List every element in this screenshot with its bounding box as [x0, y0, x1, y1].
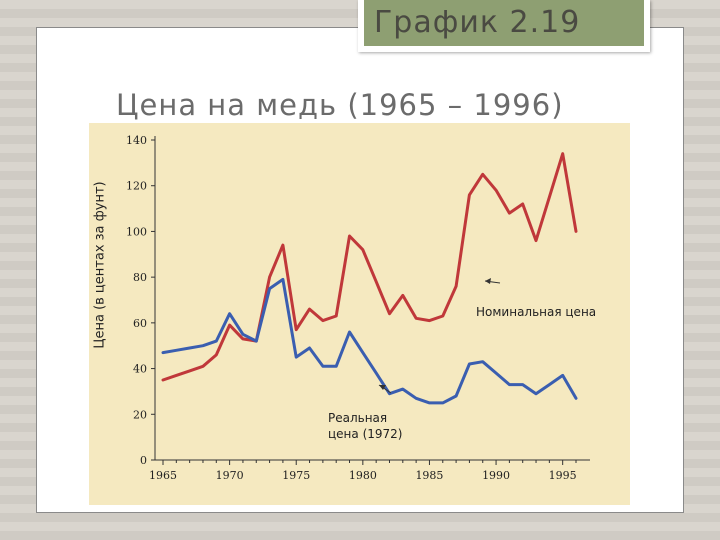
badge-label: График 2.19 — [364, 0, 644, 46]
y-tick-label: 140 — [126, 134, 147, 147]
x-tick-label: 1965 — [149, 469, 177, 482]
slide-title: Цена на медь (1965 – 1996) — [116, 88, 564, 122]
slide-number-badge: График 2.19 — [358, 0, 650, 52]
copper-price-chart: 0 20 40 60 80 100 120 140 1965 1970 1975 1980 1985 19… — [126, 134, 590, 482]
arrow-head-nominal — [485, 278, 491, 284]
y-tick-label: 60 — [133, 317, 147, 330]
chart-panel: 0 20 40 60 80 100 120 140 1965 1970 1975 1980 1985 19… — [89, 123, 630, 505]
y-tick-label: 80 — [133, 271, 147, 284]
series-line-nominal — [161, 152, 578, 382]
y-tick-label: 40 — [133, 363, 147, 376]
x-tick-label: 1975 — [282, 469, 310, 482]
y-axis-label: Цена (в центах за фунт) — [92, 181, 108, 349]
y-tick-label: 0 — [140, 454, 147, 467]
annotation-nominal-price: Номинальная цена — [476, 305, 597, 319]
x-tick-label: 1990 — [482, 469, 510, 482]
y-tick-label: 20 — [133, 408, 147, 421]
y-tick-label: 100 — [126, 225, 147, 238]
x-tick-label: 1985 — [415, 469, 443, 482]
x-tick-label: 1995 — [549, 469, 577, 482]
series-line-real — [161, 277, 578, 405]
x-tick-label: 1980 — [349, 469, 377, 482]
y-tick-label: 120 — [126, 180, 147, 193]
annotation-real-price: Реальная цена (1972) — [328, 411, 403, 441]
arrow-head-real — [379, 385, 386, 390]
x-tick-label: 1970 — [216, 469, 244, 482]
